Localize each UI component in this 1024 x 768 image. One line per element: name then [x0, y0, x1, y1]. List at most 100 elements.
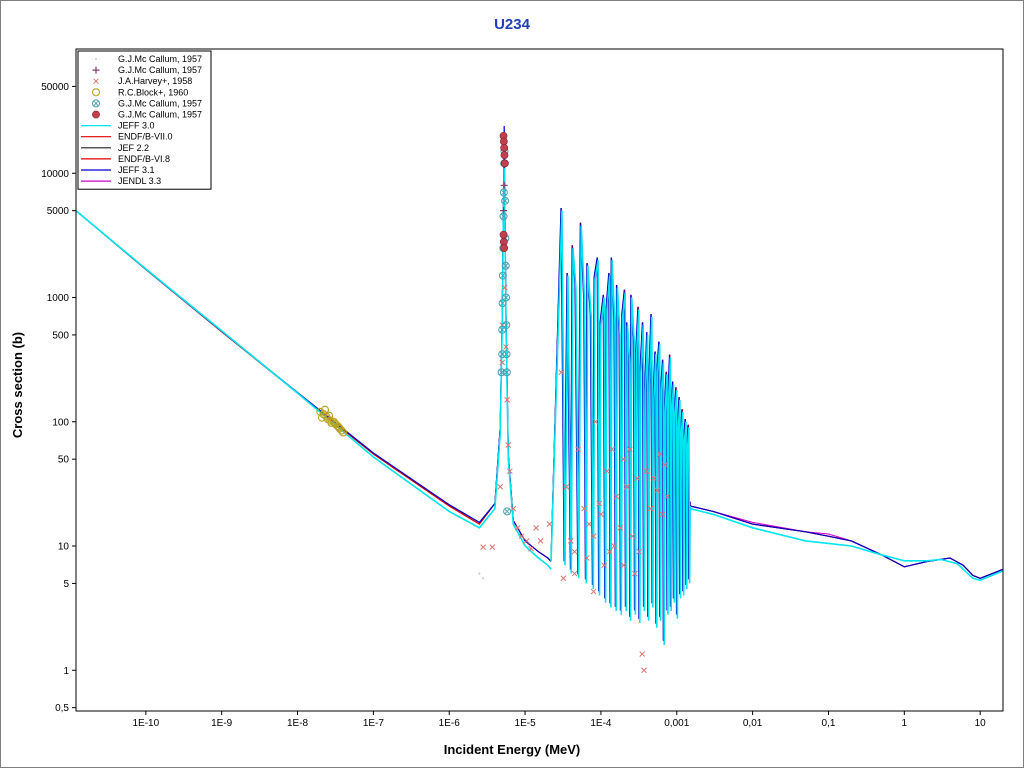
markers	[316, 131, 671, 674]
legend-label: ENDF/B-VI.8	[118, 154, 170, 164]
x-tick-label: 1E-8	[287, 718, 309, 729]
x-tick-label: 1E-9	[211, 718, 233, 729]
data-point-x	[503, 344, 509, 350]
data-point-x	[546, 521, 553, 527]
data-point-x	[583, 555, 590, 561]
legend-marker-circle	[91, 88, 101, 97]
data-point-x	[609, 446, 615, 453]
data-point-x	[590, 533, 597, 540]
data-point-x	[634, 475, 640, 482]
data-point-plus	[500, 181, 508, 189]
data-point-x	[639, 651, 646, 657]
legend-marker-x	[93, 78, 99, 85]
data-point-x	[629, 533, 636, 540]
data-point-circle-x	[502, 368, 511, 377]
data-point-x	[624, 483, 630, 490]
data-point-x	[620, 456, 627, 463]
data-point-x	[505, 442, 512, 448]
data-point-x	[523, 538, 530, 544]
data-point-x	[567, 538, 574, 544]
x-tick-label: 10	[975, 718, 987, 729]
legend-box	[77, 50, 212, 190]
data-point-x	[571, 570, 578, 577]
data-point-x	[636, 548, 643, 555]
data-point-x	[598, 511, 604, 518]
data-point-x	[659, 511, 666, 518]
data-point-x	[654, 487, 660, 494]
legend-marker-filled-circle	[92, 110, 100, 119]
data-point-x	[560, 575, 567, 582]
data-point-x	[575, 446, 581, 453]
data-point-x	[480, 544, 487, 550]
data-point-x	[590, 588, 597, 595]
data-point-circle	[320, 405, 330, 414]
data-point-x	[611, 543, 618, 549]
data-point-circle-x	[502, 321, 511, 330]
data-point-x	[537, 538, 544, 544]
data-point-x	[533, 524, 540, 531]
data-point-x	[596, 500, 603, 507]
data-point-x	[613, 493, 620, 500]
data-point-filled-circle	[500, 244, 509, 252]
data-point-circle-x	[499, 188, 508, 197]
x-tick-label: 0,001	[664, 718, 689, 729]
x-tick-label: 1E-6	[439, 718, 461, 729]
data-point-circle-x	[502, 350, 511, 359]
x-axis: 1E-10 1E-9 1E-8 1E-7 1E-6 1E-5 1E-4 0,001 0,01 0,…	[132, 711, 986, 729]
data-point-circle-x	[498, 271, 507, 280]
data-point-circle-x	[501, 261, 510, 270]
data-point-x	[651, 475, 657, 482]
data-point-x	[563, 483, 570, 490]
data-point-x	[501, 284, 508, 291]
x-axis-label: Incident Energy (MeV)	[444, 742, 581, 757]
data-point-filled-circle	[499, 230, 508, 239]
x-tick-label: 0,1	[822, 718, 836, 729]
y-tick-label: 100	[52, 417, 69, 428]
data-point-circle-x	[498, 299, 507, 308]
data-point-x	[497, 483, 504, 490]
data-point-x	[489, 544, 496, 550]
legend-marker-plus	[92, 66, 100, 74]
data-point-circle	[334, 423, 343, 432]
data-point-filled-circle	[500, 143, 509, 152]
x-tick-label: 1	[902, 718, 908, 729]
legend-label: JEF 2.2	[118, 143, 149, 153]
data-point-x	[606, 548, 613, 555]
data-point-circle	[339, 428, 348, 437]
legend-label: ENDF/B-VII.0	[118, 132, 173, 142]
data-point-x	[620, 562, 627, 569]
data-point-x	[662, 461, 668, 468]
y-tick-label: 500	[52, 330, 69, 341]
y-axis-label: Cross section (b)	[10, 332, 25, 438]
y-tick-label: 5	[63, 579, 69, 590]
data-point-x	[507, 468, 513, 475]
y-tick-label: 5000	[47, 206, 70, 217]
data-point-x	[528, 545, 534, 552]
data-point-x	[571, 548, 578, 555]
data-point-filled-circle	[500, 159, 509, 168]
data-point-x	[518, 533, 525, 540]
data-point-x	[604, 468, 610, 475]
x-tick-label: 1E-5	[515, 718, 537, 729]
y-tick-label: 1	[63, 666, 69, 677]
data-point-circle-x	[501, 196, 510, 205]
curve-fast-jeff-3-0	[689, 507, 1003, 582]
chart-title: U234	[494, 16, 531, 33]
legend-label: JEFF 3.0	[118, 121, 155, 131]
data-point-circle-x	[497, 368, 506, 377]
y-tick-label: 10000	[41, 169, 69, 180]
legend-label: G.J.Mc Callum, 1957	[118, 65, 202, 75]
data-point-x	[499, 359, 506, 366]
data-point-x	[510, 505, 517, 512]
y-tick-label: 50	[58, 455, 70, 466]
plot-area[interactable]	[76, 49, 1003, 711]
plot-border	[75, 48, 1004, 712]
data-point-x	[641, 667, 647, 674]
legend-label: G.J.Mc Callum, 1957	[118, 110, 202, 120]
data-point-circle	[324, 411, 334, 420]
resonance-jeff-3-1	[550, 207, 691, 641]
data-point-x	[664, 493, 671, 500]
data-point-x	[617, 524, 624, 531]
